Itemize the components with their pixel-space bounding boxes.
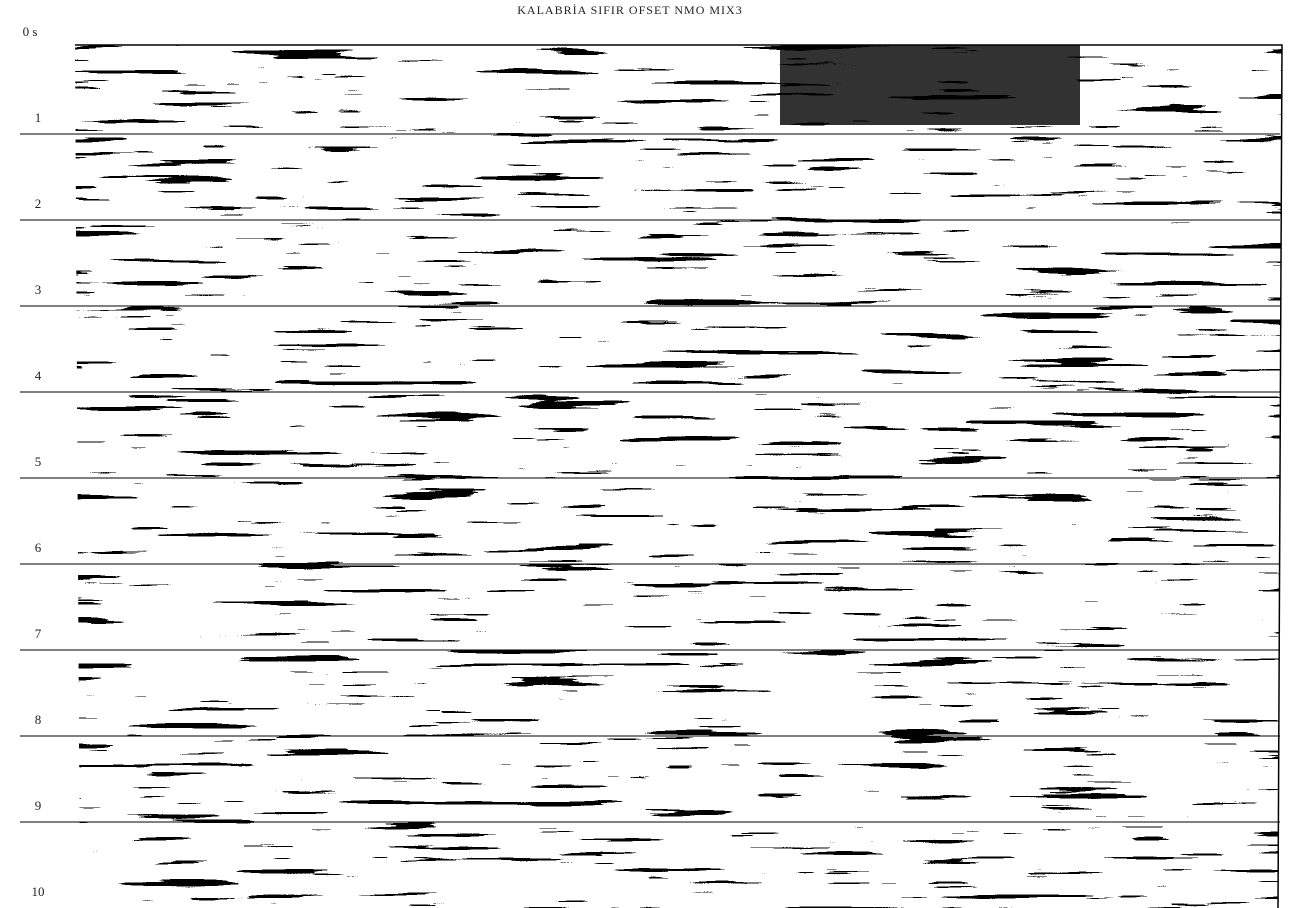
time-label: 5 xyxy=(35,454,42,469)
time-label: 6 xyxy=(35,540,42,555)
time-label: 1 xyxy=(35,110,42,125)
time-label: 10 xyxy=(32,884,45,899)
title: KALABRİA SIFIR OFSET NMO MIX3 xyxy=(517,3,742,17)
seismic-traces xyxy=(75,45,1282,908)
time-label: 8 xyxy=(35,712,42,727)
time-label: 9 xyxy=(35,798,42,813)
time-label: 4 xyxy=(35,368,42,383)
time-axis: 0 s 1 2 3 4 5 6 7 8 9 10 xyxy=(20,24,1280,899)
panel-border xyxy=(75,44,1283,908)
time-label: 7 xyxy=(35,626,42,641)
time-label: 0 s xyxy=(23,24,38,39)
time-label: 3 xyxy=(35,282,42,297)
strong-reflection xyxy=(780,45,1080,125)
time-label: 2 xyxy=(35,196,42,211)
seismic-section xyxy=(75,45,1282,908)
